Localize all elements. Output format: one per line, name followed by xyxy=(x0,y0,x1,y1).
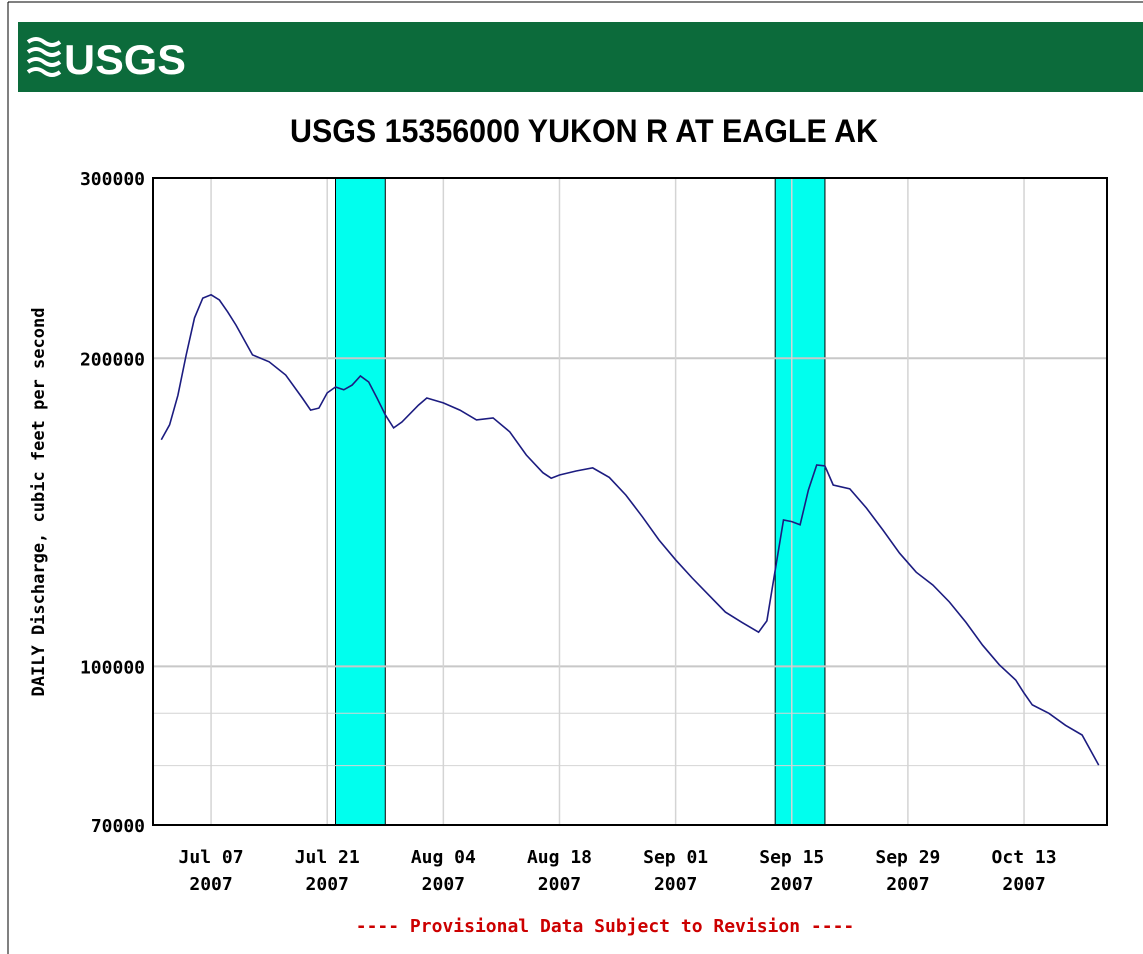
banner xyxy=(18,22,1143,92)
y-axis-label: DAILY Discharge, cubic feet per second xyxy=(29,308,49,697)
y-tick-label: 300000 xyxy=(80,169,145,190)
plot-area: 70000 100000 200000 300000 Jul 07 2007 Jul 21 2… xyxy=(80,169,1108,895)
x-tick-label: Sep 15 xyxy=(759,847,824,868)
y-tick-label: 70000 xyxy=(91,816,145,837)
x-tick-label: Sep 29 xyxy=(875,847,940,868)
x-tick-label: 2007 xyxy=(306,874,349,895)
plot-frame xyxy=(152,177,1108,826)
data-line xyxy=(160,293,1100,766)
shaded-period xyxy=(335,177,386,826)
y-tick-label: 100000 xyxy=(80,657,145,678)
x-tick-label: Sep 01 xyxy=(643,847,708,868)
x-tick-label: 2007 xyxy=(770,874,813,895)
x-tick-label: Aug 04 xyxy=(411,847,476,868)
logo-text: USGS xyxy=(64,36,186,83)
x-tick-label: 2007 xyxy=(538,874,581,895)
logo-waves xyxy=(26,37,62,77)
x-tick-label: 2007 xyxy=(886,874,929,895)
x-tick-label: 2007 xyxy=(654,874,697,895)
x-tick-label: 2007 xyxy=(422,874,465,895)
chart-title: USGS 15356000 YUKON R AT EAGLE AK xyxy=(290,113,878,149)
x-tick-label: Jul 21 xyxy=(295,847,360,868)
x-tick-label: 2007 xyxy=(1002,874,1045,895)
note: ---- Provisional Data Subject to Revisio… xyxy=(356,916,855,937)
y-tick-label: 200000 xyxy=(80,349,145,370)
shaded-period xyxy=(774,177,826,826)
x-tick-label: Jul 07 xyxy=(179,847,244,868)
x-tick-label: Aug 18 xyxy=(527,847,592,868)
x-tick-label: Oct 13 xyxy=(992,847,1057,868)
x-tick-label: 2007 xyxy=(189,874,232,895)
